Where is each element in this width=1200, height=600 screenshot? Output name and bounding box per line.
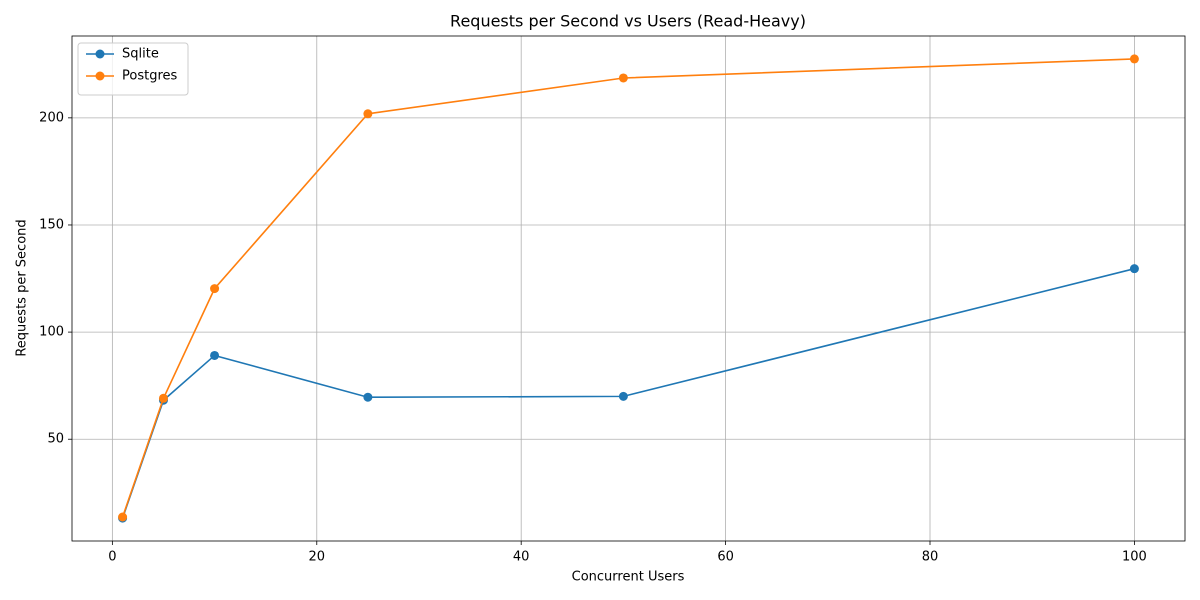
legend-marker <box>95 71 105 81</box>
y-tick-label: 100 <box>39 325 64 340</box>
y-axis-label: Requests per Second <box>15 219 30 356</box>
series-line <box>121 267 1135 519</box>
x-tick-label: 40 <box>513 550 530 565</box>
x-tick-label: 100 <box>1122 550 1147 565</box>
legend-box <box>77 42 189 96</box>
series-line <box>121 58 1135 518</box>
x-tick-label: 20 <box>309 550 326 565</box>
data-point <box>210 284 220 294</box>
data-point <box>363 392 373 402</box>
y-tick-label: 200 <box>39 110 64 125</box>
data-point <box>618 391 628 401</box>
data-point <box>210 350 220 360</box>
data-point <box>363 109 373 119</box>
y-tick-label: 150 <box>39 217 64 232</box>
x-axis-label: Concurrent Users <box>572 570 685 585</box>
plot-frame <box>71 35 1186 542</box>
legend-marker <box>95 49 105 59</box>
x-tick-label: 0 <box>108 550 116 565</box>
data-point <box>1129 264 1139 274</box>
y-tick-label: 50 <box>47 432 64 447</box>
x-tick-label: 80 <box>922 550 939 565</box>
x-tick-label: 60 <box>717 550 734 565</box>
legend-label: Sqlite <box>122 47 159 62</box>
data-point <box>118 512 128 522</box>
data-point <box>158 393 168 403</box>
chart-title: Requests per Second vs Users (Read-Heavy… <box>450 12 806 31</box>
data-point <box>618 73 628 83</box>
data-point <box>1129 54 1139 64</box>
legend-label: Postgres <box>122 69 178 84</box>
